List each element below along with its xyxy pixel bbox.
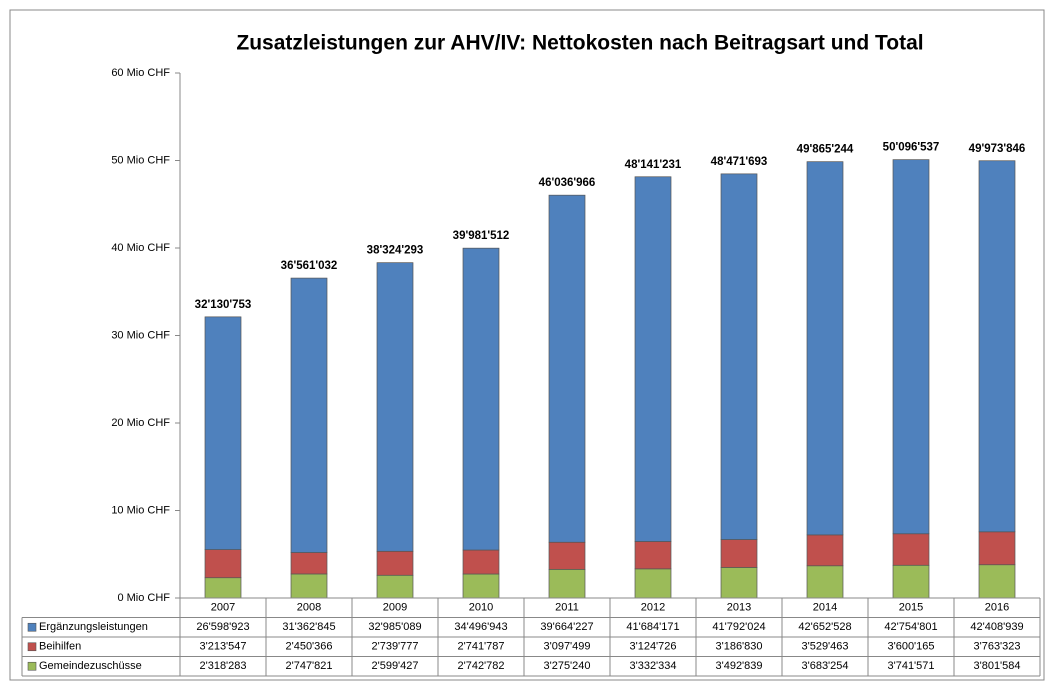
table-cell: 3'213'547 xyxy=(199,641,246,653)
table-cell: 42'408'939 xyxy=(970,621,1023,633)
table-cell: 3'529'463 xyxy=(801,641,848,653)
total-label: 46'036'966 xyxy=(539,177,596,189)
bar-segment xyxy=(204,549,242,579)
bar-segment xyxy=(806,161,844,536)
x-tick-label: 2010 xyxy=(469,602,493,614)
bar-segment xyxy=(806,565,844,599)
table-cell: 3'741'571 xyxy=(887,660,934,672)
table-cell: 2'739'777 xyxy=(371,641,418,653)
chart-title: Zusatzleistungen zur AHV/IV: Nettokosten… xyxy=(236,32,923,55)
x-tick-label: 2014 xyxy=(813,602,837,614)
x-tick-label: 2015 xyxy=(899,602,923,614)
legend-swatch xyxy=(27,661,37,671)
table-cell: 3'097'499 xyxy=(543,641,590,653)
bar-segment xyxy=(978,160,1016,533)
y-tick-label: 0 Mio CHF xyxy=(117,592,170,604)
x-tick-label: 2012 xyxy=(641,602,665,614)
table-cell: 3'275'240 xyxy=(543,660,590,672)
bar-segment xyxy=(204,577,242,599)
table-cell: 3'186'830 xyxy=(715,641,762,653)
table-cell: 3'600'165 xyxy=(887,641,934,653)
table-cell: 34'496'943 xyxy=(454,621,507,633)
table-cell: 26'598'923 xyxy=(196,621,249,633)
table-cell: 2'450'366 xyxy=(285,641,332,653)
table-cell: 3'683'254 xyxy=(801,660,848,672)
bar-segment xyxy=(290,277,328,553)
total-label: 39'981'512 xyxy=(453,230,510,242)
chart-border xyxy=(9,9,1045,681)
table-cell: 42'754'801 xyxy=(884,621,937,633)
table-cell: 39'664'227 xyxy=(540,621,593,633)
y-tick-label: 40 Mio CHF xyxy=(111,242,170,254)
total-label: 49'865'244 xyxy=(797,144,854,156)
legend-swatch xyxy=(27,622,37,632)
x-tick-label: 2016 xyxy=(985,602,1009,614)
y-tick-label: 30 Mio CHF xyxy=(111,329,170,341)
total-label: 48'471'693 xyxy=(711,156,768,168)
table-cell: 2'742'782 xyxy=(457,660,504,672)
bar-segment xyxy=(548,194,586,543)
bar-segment xyxy=(720,173,758,540)
table-cell: 2'741'787 xyxy=(457,641,504,653)
table-cell: 42'652'528 xyxy=(798,621,851,633)
total-label: 38'324'293 xyxy=(367,245,424,257)
bar-segment xyxy=(892,159,930,535)
y-tick-label: 60 Mio CHF xyxy=(111,67,170,79)
x-tick-label: 2008 xyxy=(297,602,321,614)
bar-segment xyxy=(548,541,586,570)
y-tick-label: 10 Mio CHF xyxy=(111,504,170,516)
table-cell: 3'763'323 xyxy=(973,641,1020,653)
bar-segment xyxy=(376,262,414,552)
table-cell: 41'684'171 xyxy=(626,621,679,633)
legend-swatch xyxy=(27,642,37,652)
legend-label: Beihilfen xyxy=(39,641,81,653)
table-cell: 2'318'283 xyxy=(199,660,246,672)
bar-segment xyxy=(462,247,500,551)
table-cell: 2'599'427 xyxy=(371,660,418,672)
table-cell: 3'332'334 xyxy=(629,660,676,672)
bar-segment xyxy=(634,568,672,599)
x-tick-label: 2009 xyxy=(383,602,407,614)
bar-segment xyxy=(720,567,758,599)
y-tick-label: 20 Mio CHF xyxy=(111,417,170,429)
bar-segment xyxy=(806,534,844,567)
table-cell: 41'792'024 xyxy=(712,621,765,633)
table-cell: 3'492'839 xyxy=(715,660,762,672)
bar-segment xyxy=(634,541,672,570)
bar-segment xyxy=(978,564,1016,599)
bar-segment xyxy=(290,552,328,575)
x-tick-label: 2011 xyxy=(555,602,579,614)
bar-segment xyxy=(376,550,414,576)
table-cell: 3'124'726 xyxy=(629,641,676,653)
bar-segment xyxy=(204,316,242,550)
bar-segment xyxy=(376,574,414,599)
x-tick-label: 2007 xyxy=(211,602,235,614)
legend-label: Gemeindezuschüsse xyxy=(39,660,142,672)
bar-segment xyxy=(978,531,1016,566)
total-label: 48'141'231 xyxy=(625,159,682,171)
bar-segment xyxy=(290,573,328,599)
table-cell: 32'985'089 xyxy=(368,621,421,633)
bar-segment xyxy=(462,573,500,599)
total-label: 49'973'846 xyxy=(969,143,1026,155)
bar-segment xyxy=(720,539,758,568)
bar-segment xyxy=(462,549,500,575)
table-cell: 2'747'821 xyxy=(285,660,332,672)
y-tick-label: 50 Mio CHF xyxy=(111,154,170,166)
x-tick-label: 2013 xyxy=(727,602,751,614)
bar-segment xyxy=(892,564,930,599)
total-label: 50'096'537 xyxy=(883,142,940,154)
table-cell: 31'362'845 xyxy=(282,621,335,633)
total-label: 36'561'032 xyxy=(281,260,338,272)
total-label: 32'130'753 xyxy=(195,299,252,311)
legend-label: Ergänzungsleistungen xyxy=(39,621,148,633)
bar-segment xyxy=(548,568,586,599)
bar-segment xyxy=(634,176,672,542)
table-cell: 3'801'584 xyxy=(973,660,1020,672)
bar-segment xyxy=(892,533,930,566)
